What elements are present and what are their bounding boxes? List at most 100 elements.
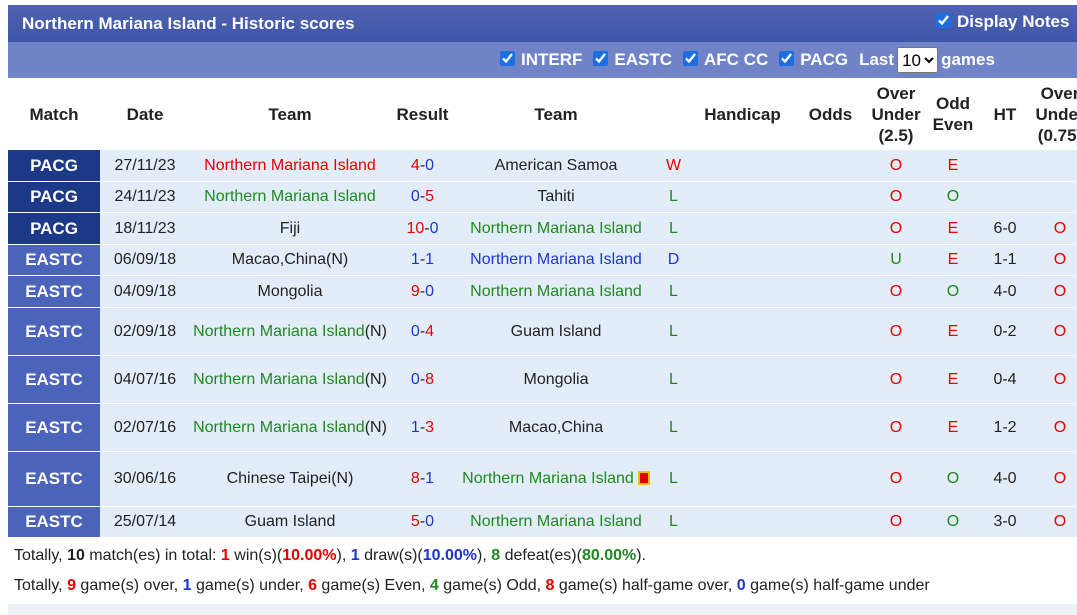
- column-header: HT: [980, 78, 1030, 150]
- summary-line: Totally, 10 match(es) in total: 1 win(s)…: [14, 541, 930, 571]
- match-cell: EASTC: [8, 244, 100, 276]
- half-time: 4-0: [993, 470, 1017, 487]
- half-time: 6-0: [993, 219, 1017, 237]
- title-bar: Northern Mariana Island - Historic score…: [8, 5, 1077, 42]
- over-under: O: [889, 219, 903, 237]
- result-cell: 10-0: [390, 212, 455, 245]
- home-team: Guam Island: [244, 513, 336, 530]
- odd-even-cell: E: [926, 307, 980, 356]
- date: 02/07/16: [113, 418, 177, 436]
- filter-checkbox[interactable]: [593, 51, 609, 66]
- odds-cell: [795, 244, 866, 276]
- half-time: 1-2: [993, 418, 1017, 436]
- title: Northern Mariana Island - Historic score…: [22, 14, 355, 33]
- date: 27/11/23: [114, 156, 176, 174]
- notes-checkbox[interactable]: [936, 13, 951, 28]
- home-team: Northern Mariana Island: [193, 322, 365, 340]
- column-header: Handicap: [690, 78, 795, 150]
- last-select[interactable]: 10: [897, 47, 939, 73]
- outcome-cell: L: [657, 307, 690, 356]
- result-cell: 0-5: [390, 181, 455, 213]
- date-cell: 25/07/14: [100, 506, 190, 538]
- over-under-half-cell: [1030, 150, 1077, 182]
- over-under-half-cell: O: [1030, 403, 1077, 452]
- filter[interactable]: INTERF: [500, 50, 582, 70]
- score-row: PACG 24/11/23 Northern Mariana Island 0-5 Ta…: [8, 181, 1077, 213]
- filter[interactable]: PACG: [779, 50, 848, 70]
- games-label: games: [941, 50, 995, 69]
- away-team: Northern Mariana Island: [462, 470, 634, 487]
- away-team: Macao,China: [508, 418, 604, 436]
- over-under: O: [889, 513, 903, 530]
- outcome-cell: L: [657, 403, 690, 452]
- odd-even-cell: O: [926, 181, 980, 213]
- outcome: L: [669, 219, 678, 237]
- result-part: -: [419, 282, 426, 300]
- summary-text: game(s) under,: [191, 577, 309, 594]
- half-time-cell: 3-0: [980, 506, 1030, 538]
- summary-text: ),: [477, 547, 492, 564]
- outcome: W: [665, 156, 682, 174]
- odds-cell: [795, 181, 866, 213]
- notes-label: Display Notes: [957, 12, 1070, 31]
- home-team-cell: Mongolia: [190, 275, 390, 308]
- score-row: EASTC 04/09/18 Mongolia 9-0 Northern Mariana…: [8, 275, 1077, 308]
- match-cell: PACG: [8, 181, 100, 213]
- filter-checkbox[interactable]: [500, 51, 515, 66]
- summary-text: 1: [220, 547, 230, 564]
- result-cell: 0-4: [390, 307, 455, 356]
- summary-text: Totally,: [14, 577, 68, 594]
- odd-even: O: [946, 282, 960, 300]
- odds-cell: [795, 506, 866, 538]
- away-team-cell: Guam Island: [455, 307, 657, 356]
- over-under-half-cell: O: [1030, 244, 1077, 276]
- outcome-cell: D: [657, 244, 690, 276]
- odds-cell: [795, 307, 866, 356]
- result-part: 1: [425, 251, 435, 268]
- over-under-half: O: [1053, 470, 1067, 487]
- half-time-cell: [980, 150, 1030, 182]
- filters: INTERF EASTC AFC CC PACG Last 10 games: [500, 47, 995, 73]
- filter-label: INTERF: [521, 50, 583, 69]
- outcome: L: [669, 418, 678, 436]
- display-notes[interactable]: Display Notes: [936, 12, 1069, 32]
- summary-text: draw(s)(: [359, 547, 423, 564]
- handicap-cell: [690, 451, 795, 507]
- home-team-cell: Northern Mariana Island(N): [190, 403, 390, 452]
- away-team-cell: Northern Mariana Island: [455, 451, 657, 507]
- summary-text: ),: [336, 547, 351, 564]
- match: EASTC: [25, 512, 83, 531]
- filter-checkbox[interactable]: [779, 51, 795, 66]
- over-under-cell: O: [866, 181, 926, 213]
- odd-even: E: [947, 418, 959, 436]
- home-team: Macao,China(N): [231, 251, 349, 268]
- odd-even-cell: O: [926, 275, 980, 308]
- handicap-cell: [690, 307, 795, 356]
- over-under-half: O: [1053, 251, 1067, 268]
- filter-label: PACG: [800, 50, 849, 69]
- date-cell: 04/07/16: [100, 355, 190, 404]
- filter-label: AFC CC: [704, 50, 769, 69]
- filter-checkbox[interactable]: [683, 51, 699, 66]
- match: PACG: [30, 155, 78, 175]
- result-part: 3: [425, 418, 435, 436]
- away-team-cell: Northern Mariana Island: [455, 506, 657, 538]
- date: 24/11/23: [114, 188, 176, 205]
- filter[interactable]: AFC CC: [683, 50, 768, 70]
- home-team-cell: Macao,China(N): [190, 244, 390, 276]
- away-team-cell: Northern Mariana Island: [455, 212, 657, 245]
- match: EASTC: [25, 281, 83, 301]
- over-under: O: [889, 418, 903, 436]
- half-time-cell: 1-1: [980, 244, 1030, 276]
- result-part: 10: [406, 219, 425, 237]
- handicap-cell: [690, 403, 795, 452]
- result-part: -: [419, 322, 426, 340]
- filter[interactable]: EASTC: [593, 50, 672, 70]
- over-under-cell: O: [866, 355, 926, 404]
- summary-text: 8: [545, 577, 555, 594]
- outcome-cell: L: [657, 355, 690, 404]
- result-part: 0: [425, 282, 435, 300]
- result-part: 5: [410, 513, 420, 530]
- handicap-cell: [690, 355, 795, 404]
